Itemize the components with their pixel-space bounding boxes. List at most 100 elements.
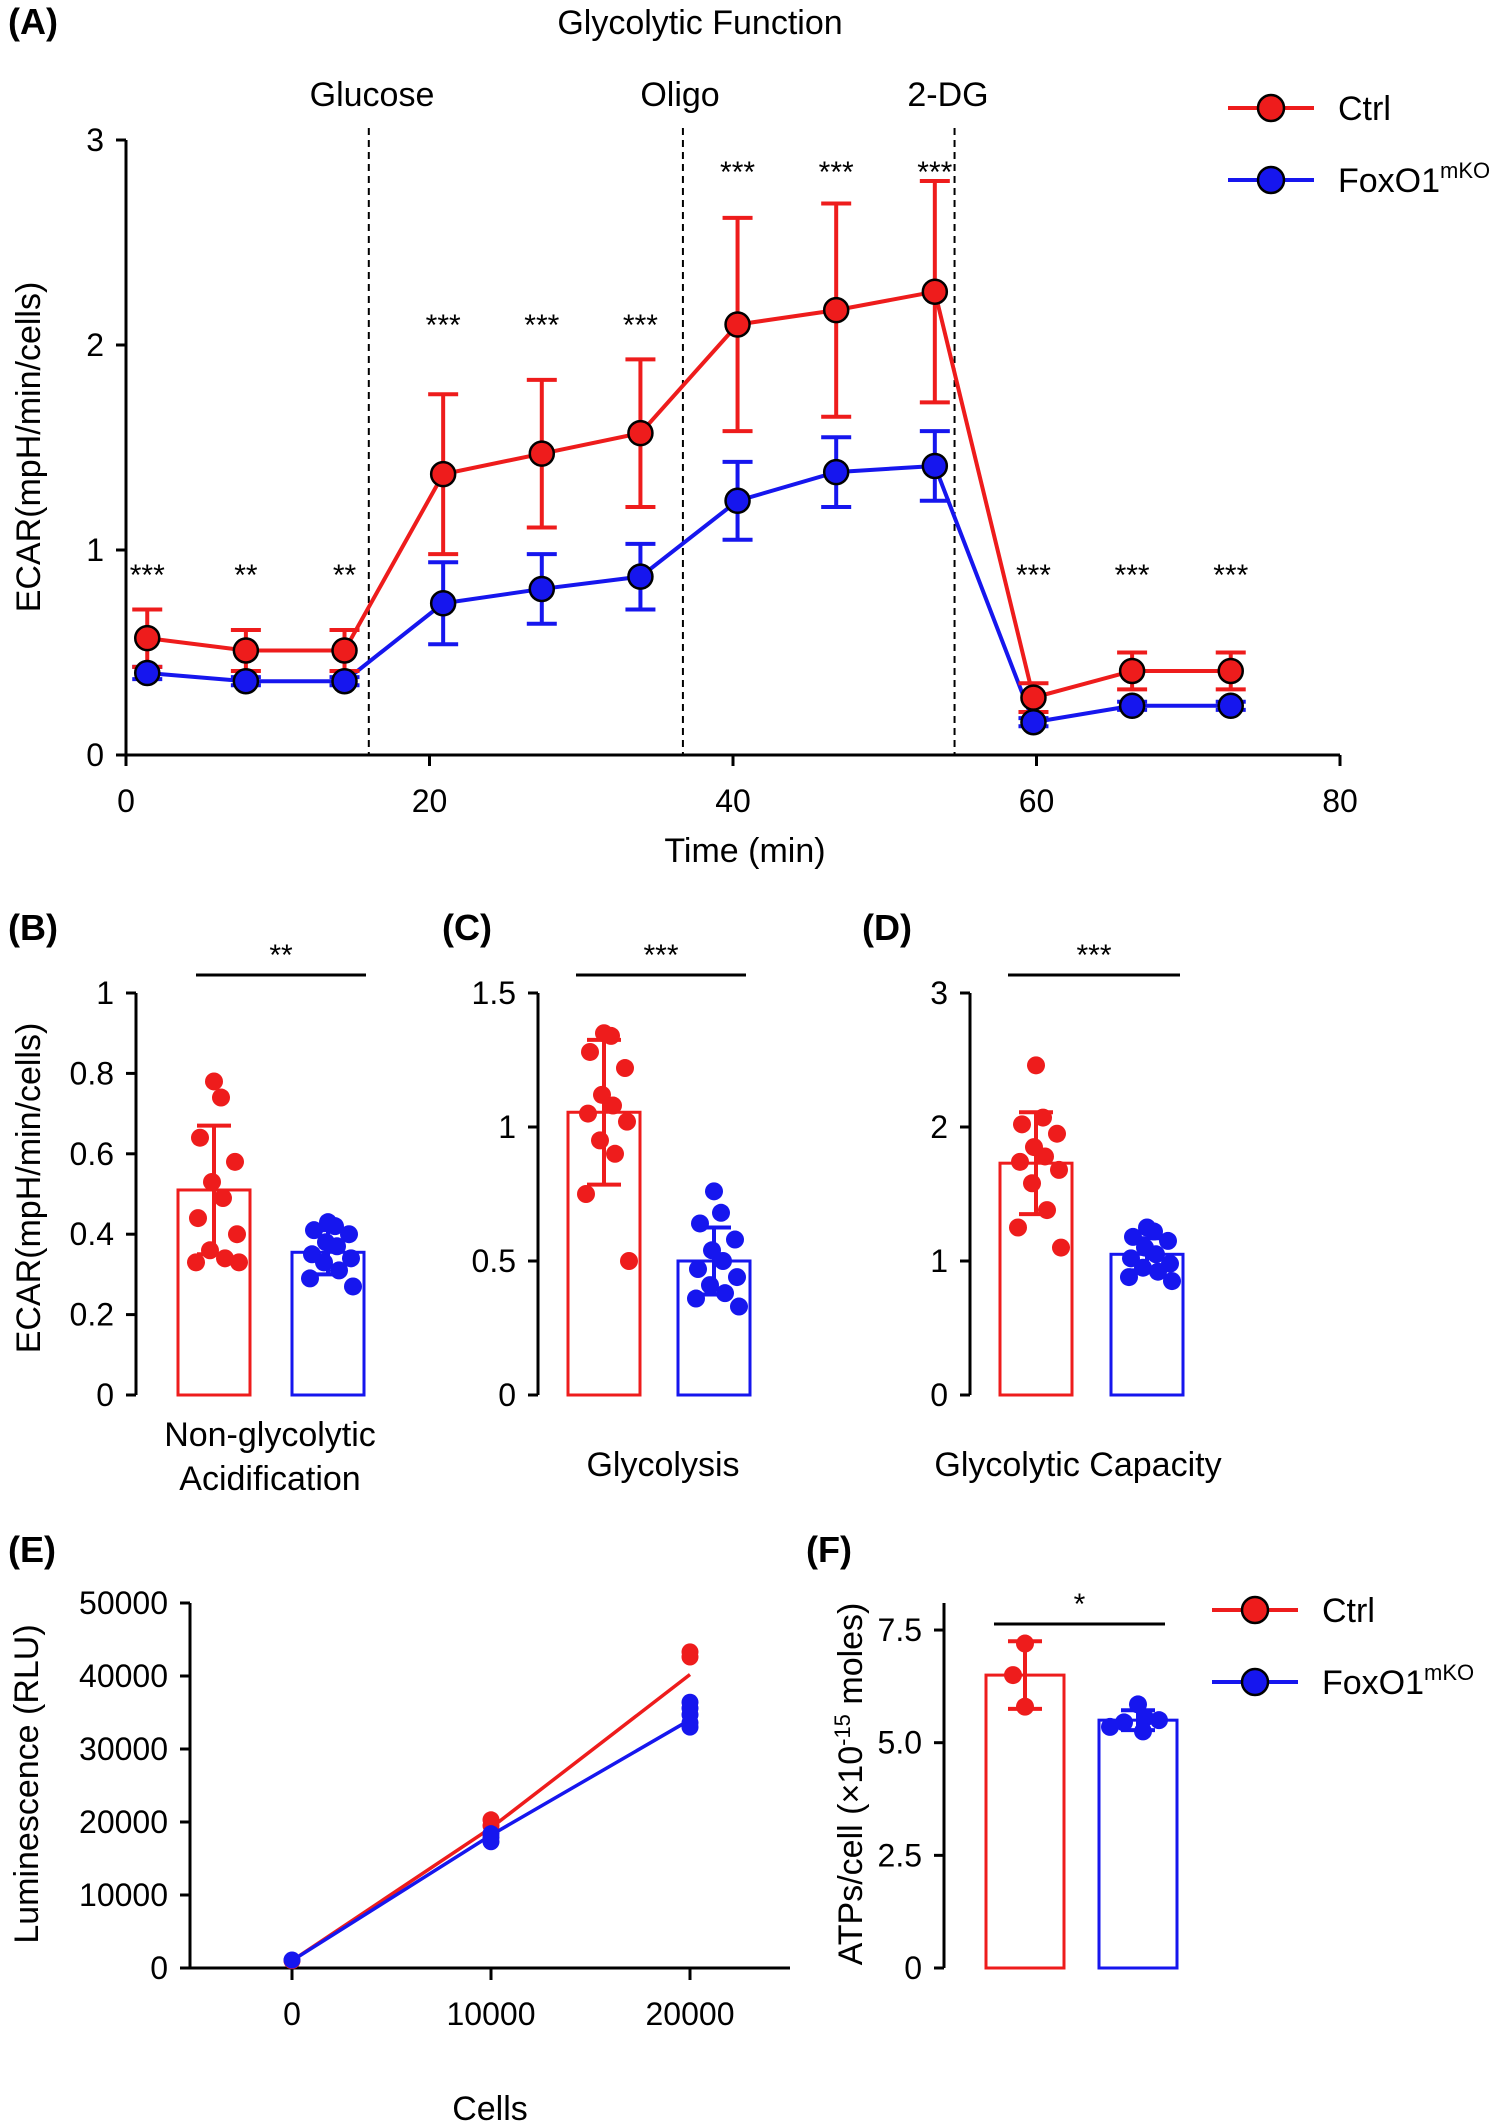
d-y-tick-label: 0: [930, 1377, 948, 1413]
d-data-point: [1036, 1147, 1054, 1166]
b-data-point: [191, 1128, 209, 1147]
e-x-tick-label: 20000: [646, 1996, 735, 2032]
a-y-tick-label: 0: [86, 737, 104, 773]
a-x-tick-label: 40: [715, 783, 751, 819]
b-y-tick-label: 0.6: [70, 1136, 114, 1172]
e-y-tick-label: 30000: [79, 1731, 168, 1767]
f-data-point: [1004, 1666, 1022, 1685]
a-data-point: [921, 452, 949, 480]
e-data-point: [482, 1825, 500, 1843]
e-y-tick-label: 20000: [79, 1804, 168, 1840]
a-data-point: [1118, 692, 1146, 720]
e-data-point: [681, 1693, 699, 1711]
e-data-point: [283, 1951, 301, 1969]
a-data-point: [1217, 657, 1244, 685]
c-data-point: [712, 1203, 730, 1222]
legend-label-text: Ctrl: [1338, 90, 1391, 128]
a-series-line: [147, 463, 1231, 725]
d-data-point: [1013, 1115, 1031, 1134]
b-data-point: [214, 1189, 232, 1208]
panel-a: 0 20 40 60 80 0 1 2 3 Time (min) ECAR(mpH/min/cell…: [10, 76, 1358, 870]
a-data-point: [724, 311, 751, 338]
d-data-point: [1009, 1218, 1027, 1237]
f-y-tick-label: 7.5: [878, 1612, 922, 1648]
b-data-point: [201, 1241, 219, 1260]
d-data-point: [1023, 1174, 1041, 1193]
a-series-line: [146, 289, 1231, 701]
c-y-tick-label: 0: [498, 1377, 516, 1413]
c-data-point: [579, 1104, 597, 1123]
a-x-tick-label: 20: [412, 783, 448, 819]
a-data-point: [921, 278, 949, 305]
a-data-point: [232, 637, 260, 664]
a-significance-label: ***: [1213, 559, 1248, 592]
f-bar: [1097, 1718, 1179, 1970]
a-data-point: [528, 575, 556, 603]
d-y-tick-label: 3: [930, 975, 948, 1011]
legend-label: Ctrl: [1322, 1592, 1375, 1630]
f-data-point: [1136, 1708, 1154, 1727]
e-data-point: [681, 1643, 699, 1661]
d-data-point: [1147, 1245, 1165, 1264]
c-significance-label: ***: [643, 939, 678, 972]
b-significance-label: **: [269, 939, 293, 972]
c-data-point: [687, 1289, 705, 1308]
c-data-point: [689, 1260, 707, 1279]
legend-label-sup: mKO: [1424, 1660, 1474, 1685]
c-data-point: [620, 1252, 638, 1270]
a-data-point: [822, 458, 850, 486]
legend-marker: [1240, 1667, 1270, 1697]
a-data-point: [1020, 708, 1047, 736]
a-x-tick-label: 0: [117, 783, 135, 819]
b-y-tick-label: 0.2: [70, 1297, 114, 1333]
panel-b: 0 0.2 0.4 0.6 0.8 1 ** Non-glycolytic Acidificat…: [10, 939, 376, 1498]
b-data-point: [226, 1152, 244, 1171]
a-data-point: [429, 590, 457, 617]
f-y-axis-title: ATPs/cell (×10-15 moles): [830, 1603, 870, 1966]
a-y-tick-label: 1: [86, 532, 104, 568]
b-data-point: [328, 1237, 346, 1256]
c-x-axis-title: Glycolysis: [586, 1446, 739, 1484]
legend-label-sup: mKO: [1440, 158, 1490, 183]
d-data-point: [1050, 1160, 1068, 1179]
panel-f: 0 2.5 5.0 7.5 * ATPs/cell (×10-15 moles): [830, 1588, 1179, 1986]
c-y-tick-label: 0.5: [472, 1243, 516, 1279]
b-data-point: [230, 1253, 248, 1272]
f-y-axis-title-tail: moles): [832, 1603, 870, 1714]
a-data-point: [627, 563, 654, 590]
a-significance-label: ***: [917, 156, 952, 189]
injection-label: Glucose: [310, 76, 435, 114]
b-data-point: [216, 1249, 234, 1268]
a-significance-label: ***: [426, 309, 461, 342]
panel-label-a: (A): [8, 1, 58, 42]
b-x-axis-title: Non-glycolytic: [164, 1416, 376, 1454]
a-data-point: [1217, 692, 1244, 720]
a-x-tick-label: 80: [1322, 783, 1358, 819]
f-bar: [984, 1673, 1066, 1970]
d-significance-label: ***: [1076, 939, 1111, 972]
d-data-point: [1134, 1258, 1152, 1277]
legend-marker: [1256, 165, 1286, 195]
e-y-tick-label: 0: [150, 1950, 168, 1986]
b-data-point: [344, 1277, 362, 1296]
panel-e: 0 10000 20000 0 10000 20000 30000 40000 50000 Cel…: [8, 1585, 790, 2128]
c-data-point: [577, 1185, 595, 1203]
c-data-point: [606, 1144, 624, 1163]
e-y-tick-label: 10000: [79, 1877, 168, 1913]
panel-label-f: (F): [806, 1529, 852, 1570]
b-data-point: [326, 1217, 344, 1236]
legend-label: FoxO1mKO: [1338, 158, 1490, 200]
c-data-point: [691, 1214, 709, 1233]
f-data-point: [1101, 1717, 1119, 1736]
c-data-point: [604, 1096, 622, 1115]
d-data-point: [1124, 1227, 1142, 1246]
d-data-point: [1011, 1152, 1029, 1171]
c-data-point: [705, 1182, 723, 1201]
f-y-tick-label: 0: [904, 1950, 922, 1986]
f-data-point: [1016, 1634, 1034, 1653]
a-data-point: [822, 296, 850, 324]
d-data-point: [1038, 1201, 1056, 1220]
f-data-point: [1134, 1722, 1152, 1741]
e-data-point: [482, 1811, 500, 1829]
